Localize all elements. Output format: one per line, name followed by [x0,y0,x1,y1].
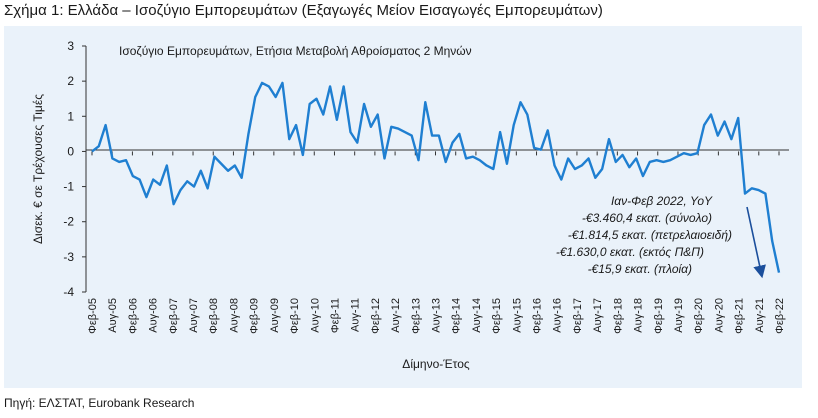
x-tick-label: Φεβ-14 [451,298,463,334]
source-note: Πηγή: ΕΛΣΤΑΤ, Eurobank Research [4,396,195,410]
x-tick-label: Αυγ-07 [188,298,200,333]
figure-title: Σχήμα 1: Ελλάδα – Ισοζύγιο Εμπορευμάτων … [4,2,603,19]
x-tick-label: Αυγ-10 [309,298,321,333]
x-tick-label: Αυγ-19 [673,298,685,333]
x-tick-label: Αυγ-12 [390,298,402,333]
y-tick-label: -1 [63,180,74,194]
x-tick-label: Φεβ-21 [734,298,746,334]
x-tick-label: Φεβ-09 [249,298,261,334]
y-tick-label: 3 [67,39,74,53]
x-tick-label: Φεβ-08 [208,298,220,334]
x-tick-label: Φεβ-06 [127,298,139,334]
series-group [91,81,781,273]
x-tick-label: Αυγ-08 [228,298,240,333]
annotation-line-2: -€3.460,4 εκατ. (σύνολο) [582,211,712,225]
x-tick-label: Αυγ-15 [511,298,523,333]
annotation-line-5: -€15,9 εκατ. (πλοία) [588,262,692,276]
x-tick-label: Φεβ-17 [572,298,584,334]
x-tick-label: Αυγ-20 [713,298,725,333]
x-tick-label: Φεβ-13 [410,298,422,334]
x-tick-label: Φεβ-11 [329,298,341,333]
annotation-line-4: -€1.630,0 εκατ. (εκτός Π&Π) [556,245,704,259]
y-tick-label: 1 [67,109,74,123]
x-tick-label: Αυγ-17 [592,298,604,333]
x-tick-label: Αυγ-09 [269,298,281,333]
chart-title: Ισοζύγιο Εμπορευμάτων, Ετήσια Μεταβολή Α… [119,44,472,58]
x-tick-label: Φεβ-05 [87,298,99,334]
x-tick-label: Αυγ-14 [471,298,483,333]
x-tick-label: Φεβ-10 [289,298,301,334]
x-tick-label: Αυγ-16 [552,298,564,333]
series-line [91,81,781,273]
x-tick-label: Αυγ-06 [148,298,160,333]
x-tick-label: Αυγ-05 [107,298,119,333]
x-tick-label: Αυγ-18 [633,298,645,333]
x-tick-label: Φεβ-18 [612,298,624,334]
annotation: Ιαν-Φεβ 2022, YoY -€3.460,4 εκατ. (σύνολ… [556,194,766,279]
x-tick-label: Αυγ-21 [754,298,766,333]
y-tick-label: 0 [67,144,74,158]
x-tick-label: Αυγ-11 [350,298,362,332]
x-tick-label: Φεβ-16 [532,298,544,334]
x-tick-label: Φεβ-20 [693,298,705,334]
y-tick-label: -2 [63,215,74,229]
x-axis-label: Δίμηνο-Έτος [402,357,470,371]
x-tick-label: Φεβ-15 [491,298,503,334]
y-tick-label: -3 [63,250,74,264]
x-tick-label: Φεβ-22 [774,298,786,334]
annotation-arrow [746,206,766,279]
x-tick-label: Φεβ-12 [370,298,382,334]
chart-panel: 3 2 1 0 -1 -2 -3 -4 Φεβ-05 Αυγ-05 Φεβ-06 Αυγ-06 Φεβ… [4,26,802,388]
annotation-line-3: -€1.814,5 εκατ. (πετρελαιοειδή) [568,228,732,242]
x-ticks: Φεβ-05 Αυγ-05 Φεβ-06 Αυγ-06 Φεβ-07 Αυγ-07 Φεβ-… [87,151,786,334]
x-tick-label: Φεβ-19 [653,298,665,334]
y-axis-label: Δισεκ. € σε Τρέχουσες Τιμές [31,94,45,244]
y-tick-label: 2 [67,74,74,88]
annotation-line-1: Ιαν-Φεβ 2022, YoY [611,194,713,208]
x-tick-label: Αυγ-13 [431,298,443,333]
x-tick-label: Φεβ-07 [168,298,180,334]
y-tick-label: -4 [63,285,74,299]
y-ticks: 3 2 1 0 -1 -2 -3 -4 [63,39,86,299]
chart-axes [85,46,789,292]
